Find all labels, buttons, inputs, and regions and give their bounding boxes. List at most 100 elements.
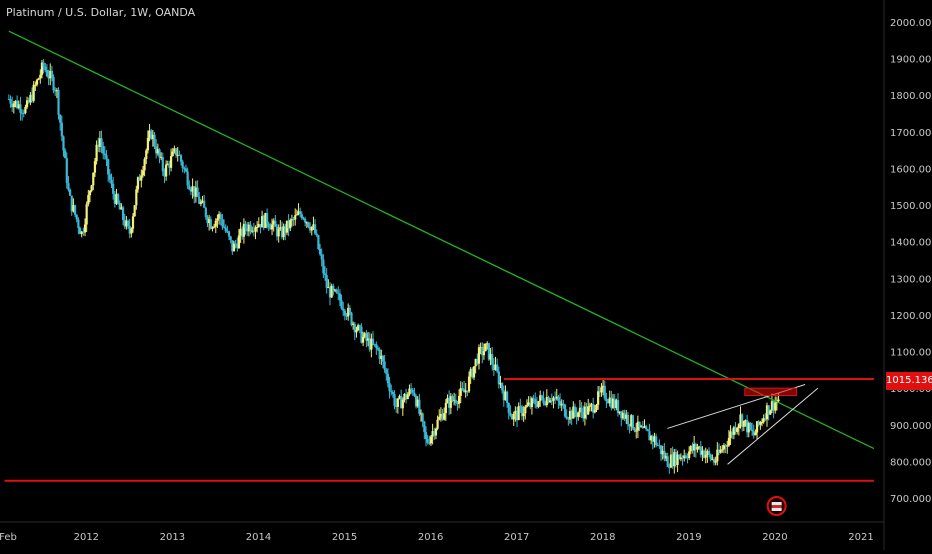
price-axis[interactable]: 2000.000 1900.000 1800.000 1700.000 1600.000… [883,0,932,550]
supply-zone-box [744,387,797,396]
candle-body [636,421,639,431]
candle-body [385,369,388,374]
candle-body [59,114,62,123]
candle-body [295,214,298,216]
candle-body [7,98,10,100]
candle-body [669,454,673,468]
candle-body [550,400,553,402]
candle-body [693,443,696,451]
candle-body [631,415,635,429]
candle-body [562,403,565,405]
candle-body [709,454,712,460]
candle-body [264,212,267,228]
candle-body [72,205,75,212]
time-tick-label: 2012 [74,532,99,543]
candle-body [251,230,254,232]
candle-body [201,200,204,203]
candle-body [85,204,88,225]
candle-body [650,436,653,441]
candle-body [232,243,236,252]
candle-body [125,220,128,227]
candle-body [509,412,512,416]
candle-body [136,177,140,190]
candle-body [558,401,562,406]
candle-body [80,231,83,235]
candle-body [554,397,557,399]
candle-body [754,432,757,436]
candle-body [318,248,322,255]
candle-body [120,207,123,210]
candle-body [371,338,375,344]
candle-body [517,406,520,421]
candle-body [453,399,456,401]
candle-body [459,388,462,396]
candle-body [602,385,605,388]
candle-body [580,407,583,412]
candle-body [37,78,40,80]
candle-body [312,224,315,227]
candle-body [39,74,42,79]
candle-body [118,203,121,210]
candle-body [45,70,49,76]
candle-body [651,436,654,442]
candle-body [471,369,474,378]
candle-body [350,312,353,325]
time-tick-label: 2013 [160,532,185,543]
candle-body [231,240,234,252]
candle-body [472,366,476,378]
candle-body [663,450,666,459]
candle-body [310,226,313,231]
candle-body [239,228,242,236]
candle-body [360,326,363,343]
candle-body [461,388,464,390]
candle-body [393,394,396,406]
candle-body [315,233,318,236]
candle-body [439,413,442,417]
candle-body [699,446,702,455]
candle-body [30,94,34,101]
candle-body [507,402,510,413]
candle-body [381,355,385,362]
candle-body [608,397,611,404]
candle-body [361,336,365,343]
candle-body [674,452,678,466]
candle-body [522,413,525,417]
candle-body [52,76,55,91]
candle-body [676,454,679,466]
candle-body [121,207,125,220]
candle-body [681,457,684,459]
candle-body [741,414,744,427]
time-axis[interactable]: Feb 2012 2013 2014 2015 2016 2017 2018 2019 2020 2… [0,521,884,543]
candle-body [767,405,770,415]
candle-body [203,200,206,208]
candle-body [489,354,492,360]
candle-body [398,395,401,399]
candle-body [514,410,517,414]
candle-body [254,227,257,232]
candle-body [618,411,621,414]
last-price-tag: 1015.136 [886,372,932,390]
candle-body [653,436,656,442]
price-tick-label: 2000.000 [890,18,932,29]
candle-body [446,397,449,404]
candle-body [25,100,29,107]
price-tick-label: 1700.000 [890,128,932,139]
candle-body [732,427,735,435]
candle-body [328,287,332,298]
candle-body [760,421,764,423]
candle-body [309,226,312,231]
time-tick-label: 2020 [762,532,787,543]
price-tick-label: 700.000 [890,494,931,505]
candle-body [92,172,95,186]
candle-body [340,300,343,309]
candle-body [613,398,616,409]
candle-body [107,159,110,175]
candle-body [477,347,481,364]
candle-body [289,220,292,229]
candle-body [32,84,35,101]
candle-body [414,395,418,407]
candle-body [262,216,265,228]
candle-body [654,436,658,446]
